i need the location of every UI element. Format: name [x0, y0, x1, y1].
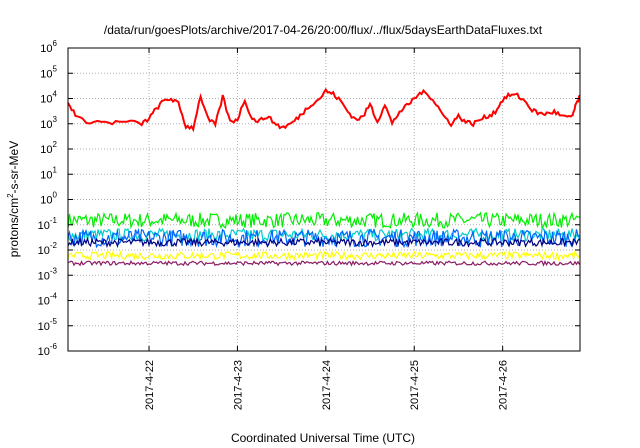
y-axis-ticks: 106 105 104 103 102 101 100 10-1 10-2 10-3 10-4 10-…	[38, 39, 580, 358]
y-tick-label: 10-6	[38, 342, 58, 358]
y-tick-label: 102	[40, 140, 57, 156]
x-tick-label: 2017-4-25	[409, 360, 421, 410]
y-tick-label: 106	[40, 39, 57, 55]
series-line	[67, 226, 581, 243]
data-series	[67, 87, 581, 267]
x-axis-ticks: 2017-4-22 2017-4-23 2017-4-24 2017-4-25 2017…	[144, 48, 510, 410]
y-tick-label: 100	[40, 191, 57, 207]
x-tick-label: 2017-4-23	[232, 360, 244, 410]
y-tick-label: 10-4	[38, 292, 58, 308]
series-line	[68, 259, 581, 267]
y-tick-label: 10-5	[38, 317, 58, 333]
y-tick-label: 10-3	[38, 266, 58, 282]
y-tick-label: 10-2	[38, 241, 58, 257]
y-tick-label: 101	[40, 165, 57, 181]
x-tick-label: 2017-4-26	[498, 360, 510, 410]
series-line	[67, 236, 580, 249]
series-line-red	[67, 87, 581, 133]
x-tick-label: 2017-4-22	[144, 360, 156, 410]
y-axis-label: protons/cm2-s-sr-MeV	[6, 141, 21, 257]
chart-title: /data/run/goesPlots/archive/2017-04-26/2…	[104, 23, 543, 37]
x-axis-label: Coordinated Universal Time (UTC)	[231, 431, 415, 445]
series-line	[67, 249, 580, 262]
y-tick-label: 103	[40, 115, 57, 131]
y-tick-label: 104	[40, 90, 57, 106]
y-tick-label: 10-1	[38, 216, 58, 232]
y-tick-label: 105	[40, 64, 57, 80]
x-tick-label: 2017-4-24	[321, 360, 333, 410]
series-line	[67, 211, 580, 230]
